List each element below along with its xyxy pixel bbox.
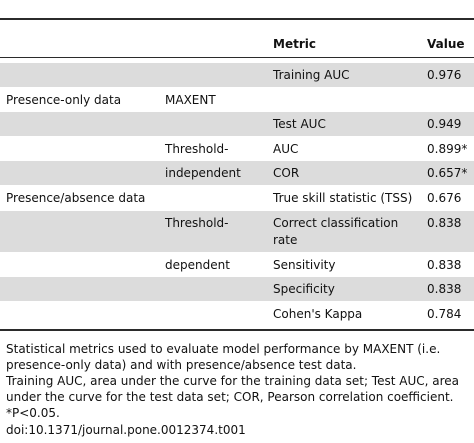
metric-cell: Specificity xyxy=(273,282,335,296)
row-band xyxy=(0,161,474,185)
row-band xyxy=(0,112,474,136)
row-band xyxy=(0,277,474,301)
threshold-label: Threshold- xyxy=(165,142,229,156)
value-cell: 0.976 xyxy=(427,68,462,82)
value-cell: 0.838 xyxy=(427,258,462,272)
metric-cell: AUC xyxy=(273,142,299,156)
value-cell: 0.838 xyxy=(427,282,462,296)
metric-cell: Cohen's Kappa xyxy=(273,307,363,321)
header-value: Value xyxy=(427,37,465,51)
header-metric: Metric xyxy=(273,37,316,51)
threshold-label: Threshold- xyxy=(165,216,229,230)
row-band xyxy=(0,211,474,252)
table-top-rule xyxy=(0,18,474,20)
table-footnotes: Statistical metrics used to evaluate mod… xyxy=(6,341,468,421)
metric-cell: True skill statistic (TSS) xyxy=(273,191,413,205)
table-header-rule xyxy=(0,57,474,58)
metric-cell: Test AUC xyxy=(273,117,326,131)
row-band xyxy=(0,63,474,87)
value-cell: 0.784 xyxy=(427,307,462,321)
value-cell: 0.949 xyxy=(427,117,462,131)
table-bottom-rule xyxy=(0,329,474,331)
doi-link[interactable]: doi:10.1371/journal.pone.0012374.t001 xyxy=(6,423,246,437)
metric-cell: Correct classification xyxy=(273,216,399,230)
footnote-significance: *P<0.05. xyxy=(6,406,60,420)
metric-cell: Training AUC xyxy=(273,68,350,82)
footnote-abbreviations: Training AUC, area under the curve for t… xyxy=(6,374,460,404)
dependent-label: dependent xyxy=(165,258,230,272)
value-cell: 0.899* xyxy=(427,142,468,156)
independent-label: independent xyxy=(165,166,241,180)
group-presence-only: Presence-only data xyxy=(6,93,122,107)
metric-cell: COR xyxy=(273,166,300,180)
value-cell: 0.676 xyxy=(427,191,462,205)
group-presence-absence: Presence/absence data xyxy=(6,191,146,205)
model-maxent: MAXENT xyxy=(165,93,216,107)
value-cell: 0.657* xyxy=(427,166,468,180)
footnote-description: Statistical metrics used to evaluate mod… xyxy=(6,342,441,372)
value-cell: 0.838 xyxy=(427,216,462,230)
metric-cell: Sensitivity xyxy=(273,258,336,272)
metric-cell-continuation: rate xyxy=(273,233,298,247)
